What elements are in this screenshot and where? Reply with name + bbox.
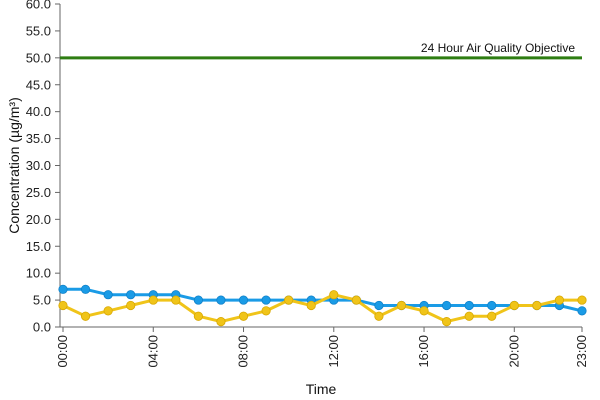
series-group [58, 284, 587, 327]
y-tick-label: 40.0 [26, 104, 51, 119]
data-point [532, 300, 542, 311]
data-point [216, 317, 226, 327]
y-tick-label: 10.0 [26, 266, 51, 281]
data-point [464, 311, 474, 321]
data-point [103, 306, 113, 316]
data-point [148, 295, 158, 305]
data-point [193, 311, 203, 321]
data-point [374, 300, 384, 311]
series-2 [58, 290, 587, 327]
data-point [577, 295, 587, 305]
data-point [103, 290, 113, 300]
data-point [238, 295, 249, 305]
data-point [80, 284, 91, 294]
x-axis-ticks: 00:00 04:00 08:00 12:00 16:00 20:00 23:00 [55, 327, 589, 368]
air-quality-objective-label: 24 Hour Air Quality Objective [421, 41, 575, 55]
y-tick-label: 35.0 [26, 131, 51, 146]
x-tick-label: 16:00 [416, 335, 431, 368]
data-point [509, 300, 519, 311]
x-tick-label: 23:00 [574, 335, 589, 368]
data-point [329, 290, 339, 300]
series-2-line [62, 293, 582, 324]
y-tick-label: 0.0 [33, 320, 51, 335]
data-point [261, 306, 271, 316]
data-point [442, 317, 452, 327]
data-point [126, 300, 136, 311]
y-tick-label: 15.0 [26, 239, 51, 254]
data-point [193, 295, 203, 305]
x-tick-label: 12:00 [326, 335, 341, 368]
data-point [577, 306, 587, 316]
x-tick-label: 04:00 [145, 335, 160, 368]
data-point [442, 300, 452, 311]
x-tick-label: 00:00 [55, 335, 70, 368]
data-point [306, 300, 316, 311]
data-point [374, 311, 384, 321]
data-point [58, 300, 68, 311]
data-point [419, 306, 429, 316]
data-point [238, 311, 249, 321]
y-tick-label: 55.0 [26, 23, 51, 38]
data-point [396, 300, 407, 311]
x-axis-title: Time [306, 381, 337, 397]
reference-line-group: 24 Hour Air Quality Objective [60, 41, 582, 60]
data-point [261, 295, 271, 305]
y-tick-label: 60.0 [26, 0, 51, 12]
data-point [487, 300, 497, 311]
y-tick-label: 20.0 [26, 212, 51, 227]
y-tick-label: 50.0 [26, 50, 51, 65]
data-point [554, 295, 565, 305]
data-point [284, 295, 294, 305]
y-tick-label: 5.0 [33, 293, 51, 308]
y-axis-title: Concentration (µg/m³) [6, 97, 22, 233]
y-axis-ticks: 0.0 5.0 10.0 15.0 20.0 25.0 30.0 35.0 40.0 45.0 50… [26, 0, 60, 335]
x-tick-label: 20:00 [506, 335, 521, 368]
data-point [216, 295, 226, 305]
x-tick-label: 08:00 [236, 335, 251, 368]
data-point [126, 290, 136, 300]
data-point [80, 311, 91, 321]
y-tick-label: 45.0 [26, 77, 51, 92]
y-tick-label: 25.0 [26, 185, 51, 200]
data-point [58, 284, 68, 294]
data-point [171, 295, 181, 305]
y-tick-label: 30.0 [26, 158, 51, 173]
data-point [464, 300, 474, 311]
data-point [487, 311, 497, 321]
data-point [351, 295, 361, 305]
